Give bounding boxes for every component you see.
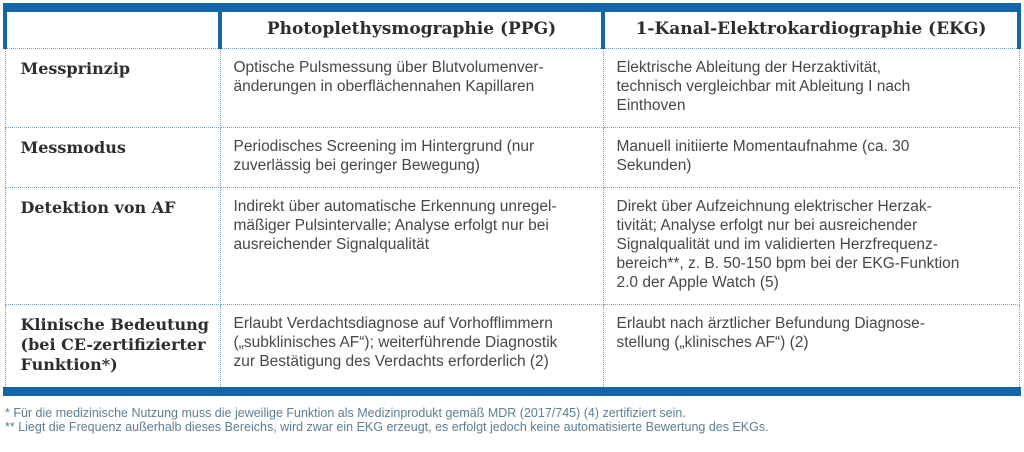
table-wrap: Photoplethysmographie (PPG) 1-Kanal-Elek… <box>3 3 1021 434</box>
header-row: Photoplethysmographie (PPG) 1-Kanal-Elek… <box>3 12 1021 49</box>
cell-ekg: Elektrische Ableitung der Herzaktivität,… <box>602 48 1020 128</box>
ppg-ekg-comparison-table: Photoplethysmographie (PPG) 1-Kanal-Elek… <box>3 12 1021 387</box>
row-label: Messmodus <box>4 127 221 188</box>
row-label: Detektion von AF <box>4 187 221 305</box>
footnote-frequency-range: ** Liegt die Frequenz außerhalb dieses B… <box>5 419 769 434</box>
column-header-ekg: 1-Kanal-Elektrokardiographie (EKG) <box>601 12 1021 49</box>
table-row-messprinzip: Messprinzip Optische Pulsmessung über Bl… <box>4 48 1020 128</box>
cell-ekg: Direkt über Aufzeichnung elektrischer He… <box>602 187 1020 305</box>
footnote-mdr-certification: * Für die medizinische Nutzung muss die … <box>5 406 686 420</box>
header-empty-cell <box>3 12 220 49</box>
cell-ppg: Erlaubt Verdachtsdiagnose auf Vorhofflim… <box>219 304 604 387</box>
cell-ekg: Erlaubt nach ärztlicher Befundung Diagno… <box>602 304 1020 387</box>
cell-ppg: Optische Pulsmessung über Blutvolumenver… <box>219 48 604 128</box>
column-header-ppg: Photoplethysmographie (PPG) <box>218 12 603 49</box>
cell-ppg: Periodisches Screening im Hintergrund (n… <box>219 127 604 188</box>
bottom-accent-bar <box>3 387 1021 396</box>
table-row-messmodus: Messmodus Periodisches Screening im Hint… <box>4 127 1020 188</box>
cell-ppg: Indirekt über automatische Erkennung unr… <box>219 187 604 305</box>
row-label: Messprinzip <box>4 48 221 128</box>
top-accent-bar <box>3 3 1021 12</box>
table-row-detektion-von-af: Detektion von AF Indirekt über automatis… <box>4 187 1020 305</box>
table-row-klinische-bedeutung: Klinische Bedeutung (bei CE-zertifiziert… <box>4 304 1020 387</box>
row-label: Klinische Bedeutung (bei CE-zertifiziert… <box>4 304 221 387</box>
footnotes: * Für die medizinische Nutzung muss die … <box>5 406 1021 434</box>
cell-ekg: Manuell initiierte Momentaufnahme (ca. 3… <box>602 127 1020 188</box>
